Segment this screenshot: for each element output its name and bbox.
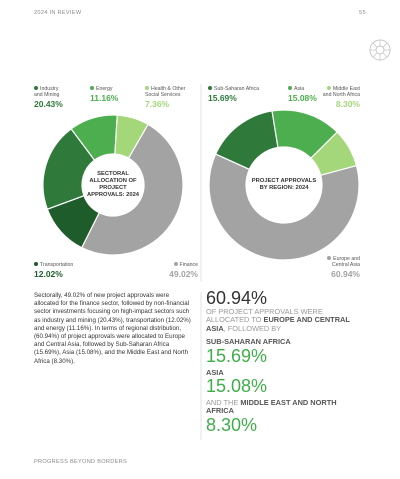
legend-label: Europe and Central Asia bbox=[332, 256, 360, 268]
callout-figure: 15.08% bbox=[206, 376, 268, 397]
legend-swatch bbox=[34, 86, 38, 90]
legend-label: Health & Other Social Services bbox=[145, 86, 186, 98]
legend-label: Middle East and North Africa bbox=[322, 86, 360, 98]
legend-name-row: Sub-Saharan Africa bbox=[208, 86, 268, 92]
legend-entry: Middle East and North Africa 8.30% bbox=[318, 86, 360, 109]
donut-hole bbox=[82, 154, 144, 216]
value-label: 8.30% bbox=[335, 99, 360, 109]
logo-icon bbox=[369, 39, 391, 61]
footer: PROGRESS BEYOND BORDERS bbox=[34, 459, 127, 465]
page-number: 55 bbox=[359, 10, 366, 16]
legend-name-row: Transportation bbox=[34, 262, 84, 268]
legend-label: Finance bbox=[179, 262, 198, 268]
callout-region: ASIA bbox=[206, 367, 224, 377]
legend-entry: Transportation 12.02% bbox=[34, 262, 84, 279]
value-label: 60.94% bbox=[331, 269, 360, 279]
legend-swatch bbox=[173, 262, 178, 266]
legend-entry: Europe and Central Asia 60.94% bbox=[316, 256, 360, 279]
value-label: 20.43% bbox=[34, 99, 63, 109]
value-label: 11.16% bbox=[90, 93, 119, 103]
legend-name-row: Health & Other Social Services bbox=[145, 86, 193, 98]
chart-title: SECTORAL ALLOCATION OF PROJECT APPROVALS… bbox=[86, 170, 140, 199]
legend-swatch bbox=[326, 86, 331, 90]
legend-entry: Energy 11.16% bbox=[90, 86, 130, 103]
callout-region: EUROPE AND CENTRAL ASIA bbox=[206, 315, 350, 333]
value-label: 12.02% bbox=[34, 269, 63, 279]
legend-entry: Health & Other Social Services 7.36% bbox=[145, 86, 193, 109]
legend-name-row: Middle East and North Africa bbox=[318, 86, 360, 98]
legend-entry: Asia 15.08% bbox=[288, 86, 318, 103]
legend-swatch bbox=[327, 256, 332, 260]
body-text: Sectorally, 49.02% of new project approv… bbox=[34, 292, 191, 365]
value-label: 49.02% bbox=[169, 269, 198, 279]
legend-name-row: Industry and Mining bbox=[34, 86, 64, 98]
value-label: 15.08% bbox=[288, 93, 317, 103]
legend-label: Sub-Saharan Africa bbox=[214, 86, 259, 92]
legend-entry: Sub-Saharan Africa 15.69% bbox=[208, 86, 268, 103]
callout-figure: 8.30% bbox=[206, 414, 258, 435]
legend-swatch bbox=[34, 262, 38, 266]
callout-region: SUB-SAHARAN AFRICA bbox=[206, 337, 291, 347]
legend-swatch bbox=[288, 86, 292, 90]
value-label: 7.36% bbox=[145, 99, 170, 109]
value-label: 15.69% bbox=[208, 93, 237, 103]
legend-entry: Industry and Mining 20.43% bbox=[34, 86, 64, 109]
callout-text: AND THE bbox=[206, 398, 239, 408]
callout-text: OF PROJECT APPROVALS WERE ALLOCATED TO bbox=[206, 307, 323, 325]
legend-label: Asia bbox=[294, 86, 305, 92]
legend-swatch bbox=[145, 86, 149, 90]
legend-name-row: Europe and Central Asia bbox=[316, 256, 360, 268]
callout-text: , FOLLOWED BY bbox=[223, 323, 282, 333]
callout-figure: 60.94% bbox=[206, 288, 268, 308]
legend-name-row: Asia bbox=[288, 86, 318, 92]
legend-label: Energy bbox=[96, 86, 113, 92]
callout: 60.94% OF PROJECT APPROVALS WERE ALLOCAT… bbox=[206, 289, 366, 435]
legend-label: Transportation bbox=[40, 262, 74, 268]
legend-swatch bbox=[208, 86, 212, 90]
legend-name-row: Energy bbox=[90, 86, 130, 92]
donut-hole bbox=[246, 147, 322, 223]
legend-label: Industry and Mining bbox=[34, 86, 60, 98]
chart-title: PROJECT APPROVALS BY REGION: 2024 bbox=[251, 177, 317, 191]
callout-text: OF PROJECT APPROVALS WERE ALLOCATED TO E… bbox=[206, 307, 366, 333]
legend-name-row: Finance bbox=[150, 262, 198, 268]
legend-swatch bbox=[90, 86, 94, 90]
callout-figure: 15.69% bbox=[206, 345, 268, 366]
section-title: 2024 IN REVIEW bbox=[34, 10, 82, 16]
legend-entry: Finance 49.02% bbox=[150, 262, 198, 279]
callout-region: MIDDLE EAST AND NORTH AFRICA bbox=[206, 398, 337, 416]
